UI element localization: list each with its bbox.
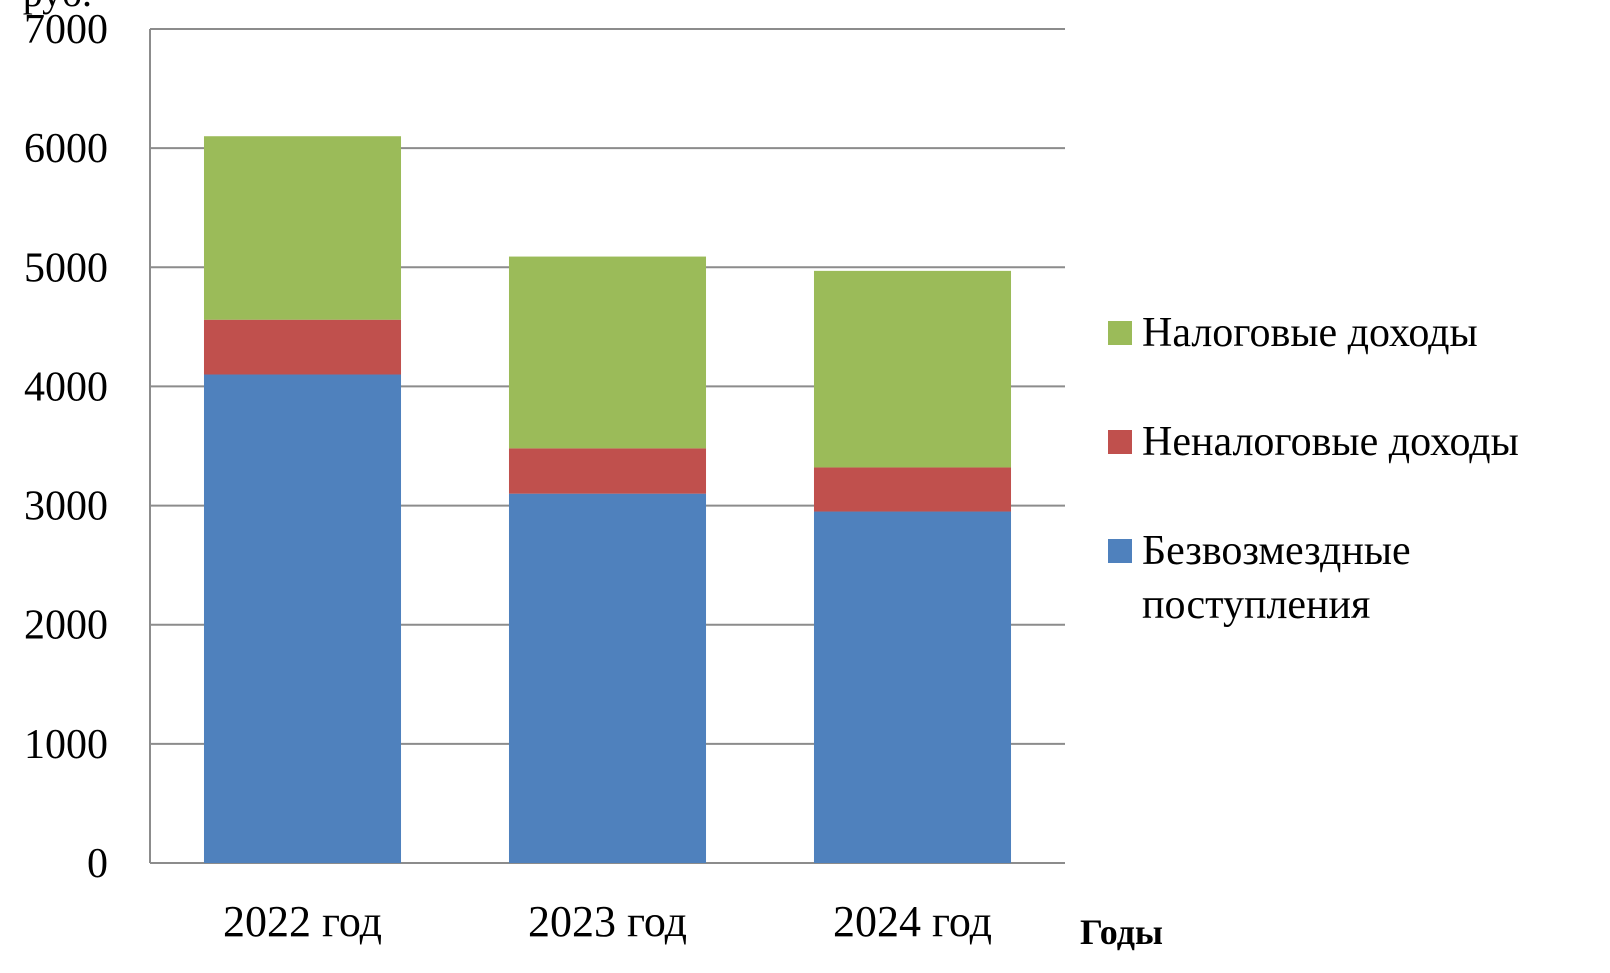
- y-tick-label: 0: [87, 841, 108, 887]
- y-tick-label: 4000: [24, 364, 108, 410]
- legend-label: Налоговые доходы: [1142, 310, 1478, 356]
- bar-segment: [813, 270, 1012, 468]
- y-tick-label: 5000: [24, 245, 108, 291]
- legend-item: Налоговые доходы: [1108, 306, 1568, 360]
- bar-segment: [508, 448, 707, 494]
- bar-segment: [813, 511, 1012, 863]
- y-tick-label: 7000: [24, 7, 108, 53]
- bar-segment: [508, 493, 707, 863]
- y-axis-label: руб.: [23, 0, 92, 15]
- legend-swatch: [1108, 321, 1132, 345]
- y-tick-label: 6000: [24, 126, 108, 172]
- legend-item: Неналоговые доходы: [1108, 415, 1568, 469]
- x-tick-label: 2023 год: [528, 897, 687, 946]
- y-tick-label: 2000: [24, 603, 108, 649]
- legend-label: Неналоговые доходы: [1142, 419, 1519, 465]
- legend-swatch: [1108, 539, 1132, 563]
- legend-item: Безвозмездные поступления: [1108, 524, 1568, 632]
- legend: Налоговые доходы Неналоговые доходы Безвоз…: [1108, 306, 1568, 687]
- bar-segment: [813, 467, 1012, 512]
- y-tick-label: 1000: [24, 722, 108, 768]
- legend-swatch: [1108, 430, 1132, 454]
- y-tick-label: 3000: [24, 484, 108, 530]
- x-tick-label: 2022 год: [223, 897, 382, 946]
- bar-segment: [203, 374, 402, 863]
- bar-segment: [203, 136, 402, 320]
- x-axis-label: Годы: [1080, 912, 1163, 952]
- bar-segment: [203, 319, 402, 375]
- x-tick-label: 2024 год: [833, 897, 992, 946]
- bar-segment: [508, 256, 707, 449]
- legend-label: Безвозмездные поступления: [1142, 528, 1411, 628]
